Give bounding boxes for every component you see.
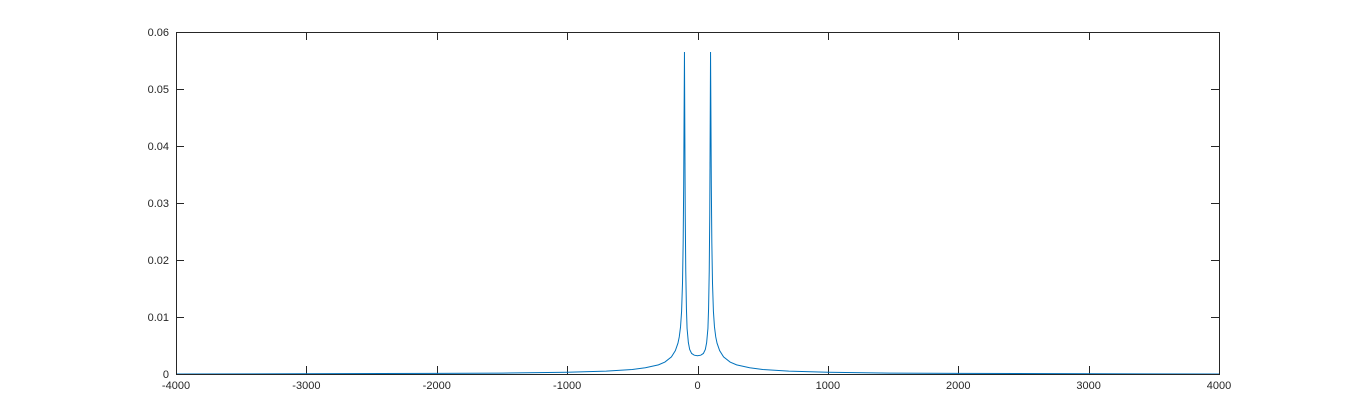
y-tick-label: 0.04 — [148, 141, 169, 153]
x-tick-label: 0 — [694, 380, 700, 392]
series-line — [175, 51, 1220, 375]
y-tick-label: 0.01 — [148, 312, 169, 324]
x-tick-label: -2000 — [423, 380, 451, 392]
x-tick-label: 1000 — [816, 380, 840, 392]
x-tick-label: 3000 — [1076, 380, 1100, 392]
x-axis: -4000 -3000 -2000 -1000 0 1000 2000 3000 4000 — [162, 32, 1231, 392]
x-tick-label: 4000 — [1207, 380, 1231, 392]
axes-box — [176, 32, 1220, 375]
y-tick-label: 0 — [163, 369, 169, 381]
x-tick-label: 2000 — [946, 380, 970, 392]
x-tick-label: -1000 — [553, 380, 581, 392]
y-axis: 0 0.01 0.02 0.03 0.04 0.05 0.06 — [148, 27, 1219, 381]
y-tick-label: 0.02 — [148, 255, 169, 267]
y-tick-label: 0.05 — [148, 84, 169, 96]
y-tick-label: 0.06 — [148, 27, 169, 39]
y-tick-label: 0.03 — [148, 198, 169, 210]
x-tick-label: -3000 — [292, 380, 320, 392]
x-tick-label: -4000 — [162, 380, 190, 392]
